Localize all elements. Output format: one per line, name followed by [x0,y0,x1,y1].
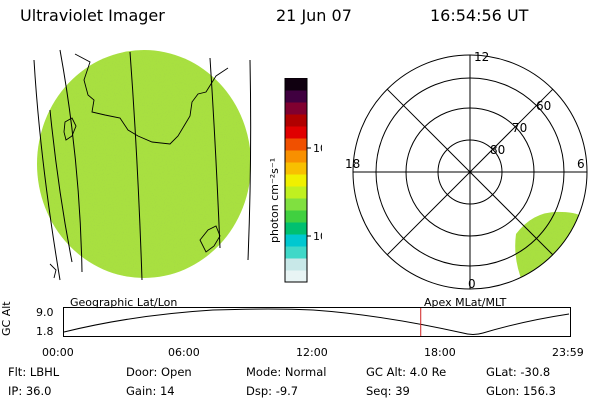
globe-image [33,49,252,281]
seq-label: Seq: [366,384,392,398]
gcalt-label: GC Alt: [366,365,407,379]
gcalt-value: 4.0 Re [409,365,447,379]
seq-value: 39 [395,384,410,398]
mlt-label-0: 0 [468,277,476,291]
door-value: Open [160,365,192,379]
polar-grid [352,54,588,290]
glat-value: -30.8 [520,365,551,379]
timeline-x-2359: 23:59 [552,346,584,359]
colorbar-swatch [285,114,307,127]
mlat-label-60: 60 [536,99,551,113]
instrument-title: Ultraviolet Imager [20,6,165,25]
mlat-label-70: 70 [512,121,527,135]
colorbar-swatch [285,78,307,91]
flt-label: Flt: [8,365,27,379]
timeline-x-0000: 00:00 [42,346,74,359]
mode-value: Normal [284,365,327,379]
colorbar-swatch [285,258,307,271]
status-ip: IP: 36.0 [8,384,51,398]
altitude-timeline [63,307,571,337]
colorbar-swatch [285,174,307,187]
status-glon: GLon: 156.3 [486,384,556,398]
coastlines [49,53,229,279]
ip-value: 36.0 [25,384,52,398]
colorbar: 100 10 photon cm⁻²s⁻¹ [268,78,322,283]
flt-value: LBHL [29,365,60,379]
timeline-y-min: 1.8 [36,325,54,338]
gain-label: Gain: [126,384,157,398]
ip-label: IP: [8,384,23,398]
mlt-label-18: 18 [345,157,360,171]
status-glat: GLat: -30.8 [486,365,550,379]
colorbar-swatch [285,222,307,235]
status-gain: Gain: 14 [126,384,175,398]
timeline-y-max: 9.0 [36,306,54,319]
colorbar-swatch [285,162,307,175]
colorbar-swatch [285,186,307,199]
date-label: 21 Jun 07 [276,6,352,25]
colorbar-swatch [285,270,307,283]
mlt-label-12: 12 [474,50,489,64]
colorbar-swatch [285,138,307,151]
altitude-curve [63,308,570,335]
time-label: 16:54:56 UT [430,6,529,25]
glon-label: GLon: [486,384,520,398]
status-gcalt: GC Alt: 4.0 Re [366,365,446,379]
colorbar-unit: photon cm⁻²s⁻¹ [268,158,281,243]
colorbar-tick-100: 100 [313,142,322,155]
glat-label: GLat: [486,365,517,379]
colorbar-swatch [285,234,307,247]
gain-value: 14 [159,384,175,398]
colorbar-swatch [285,90,307,103]
status-dsp: Dsp: -9.7 [246,384,298,398]
mode-label: Mode: [246,365,282,379]
door-label: Door: [126,365,158,379]
colorbar-swatch [285,102,307,115]
meridian-lines [33,49,252,281]
timeline-x-1200: 12:00 [296,346,328,359]
colorbar-swatch [285,210,307,223]
mlt-label-6: 6 [577,157,585,171]
globe-panel-label: Geographic Lat/Lon [70,296,178,309]
status-flt: Flt: LBHL [8,365,59,379]
colorbar-swatch [285,246,307,259]
colorbar-tick-10: 10 [313,230,322,243]
polar-panel-label: Apex MLat/MLT [424,296,507,309]
mlat-label-80: 80 [490,143,505,157]
timeline-x-1800: 18:00 [424,346,456,359]
status-seq: Seq: 39 [366,384,410,398]
status-mode: Mode: Normal [246,365,326,379]
colorbar-swatch [285,126,307,139]
colorbar-swatch [285,150,307,163]
timeline-x-0600: 06:00 [168,346,200,359]
timeline-axis-label: GC Alt [0,301,13,336]
polar-plot: 12 18 6 0 60 70 80 [345,50,588,291]
dsp-value: -9.7 [275,384,299,398]
status-door: Door: Open [126,365,192,379]
glon-value: 156.3 [522,384,556,398]
colorbar-swatch [285,198,307,211]
dsp-label: Dsp: [246,384,273,398]
